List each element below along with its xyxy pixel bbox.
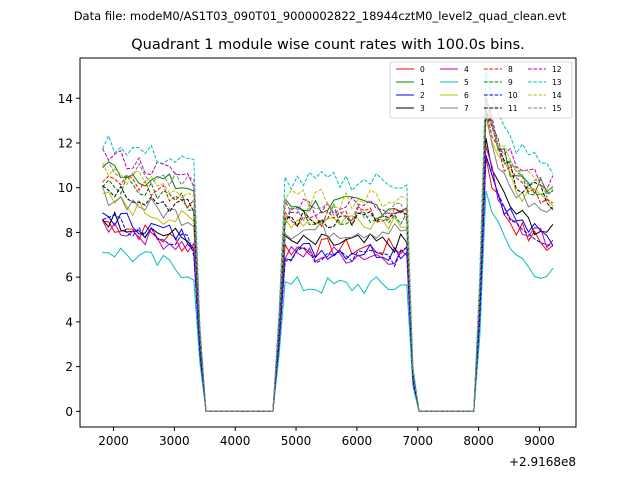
legend-label-6: 6 [464,91,469,100]
x-tick-label: 9000 [524,434,555,448]
chart-title: Quadrant 1 module wise count rates with … [131,37,525,53]
legend-label-7: 7 [464,104,469,113]
series-line-8 [102,108,554,412]
y-tick-label: 10 [58,181,73,195]
legend-label-13: 13 [552,78,562,87]
series-line-5 [102,190,554,412]
y-tick-label: 2 [65,360,73,374]
series-line-10 [102,155,553,412]
x-tick-label: 8000 [463,434,494,448]
legend-label-11: 11 [508,104,518,113]
legend-label-14: 14 [552,91,562,100]
y-tick-label: 4 [65,315,73,329]
legend-label-0: 0 [420,65,425,74]
series-line-15 [102,99,554,412]
y-tick-label: 8 [65,226,73,240]
series-line-3 [102,137,554,412]
x-tick-label: 2000 [98,434,129,448]
x-tick-label: 4000 [220,434,251,448]
legend-label-2: 2 [420,91,425,100]
series-line-12 [102,96,554,412]
x-tick-label: 7000 [402,434,433,448]
legend-label-9: 9 [508,78,513,87]
x-axis: 2000 3000 4000 5000 6000 7000 8000 9000 [98,427,555,448]
legend-label-3: 3 [420,104,425,113]
series-line-14 [102,93,553,412]
legend-label-8: 8 [508,65,513,74]
y-tick-label: 12 [58,136,73,150]
legend-label-1: 1 [420,78,425,87]
y-axis: 0 2 4 6 8 10 12 14 [58,92,80,419]
series-layer [102,70,554,412]
legend-label-10: 10 [508,91,518,100]
data-file-label: Data file: modeM0/AS1T03_090T01_90000028… [74,9,567,23]
legend-label-5: 5 [464,78,469,87]
y-tick-label: 14 [58,92,73,106]
series-line-7 [102,112,554,412]
legend-label-4: 4 [464,65,469,74]
legend-frame [389,61,573,119]
x-tick-label: 3000 [159,434,190,448]
x-offset-label: +2.9168e8 [509,455,576,469]
x-tick-label: 6000 [342,434,373,448]
y-tick-label: 6 [65,271,73,285]
y-tick-label: 0 [65,405,73,419]
x-tick-label: 5000 [281,434,312,448]
legend-label-15: 15 [552,104,562,113]
plot-area-frame [79,57,577,428]
legend-label-12: 12 [552,65,562,74]
series-line-9 [102,98,554,412]
